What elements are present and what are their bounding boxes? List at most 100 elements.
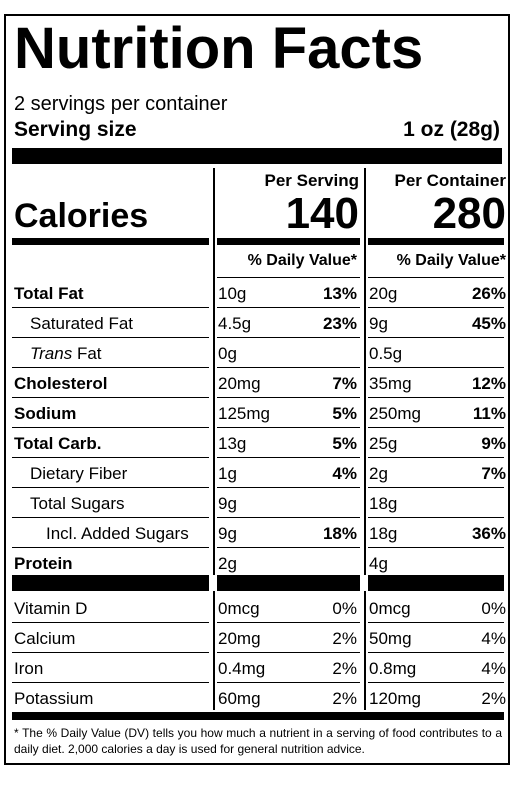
dv-divider-wrap bbox=[12, 277, 504, 278]
serving-size-label: Serving size bbox=[14, 118, 137, 141]
serving-amount: 0.4mg bbox=[218, 659, 266, 678]
serving-daily-value: 4% bbox=[332, 464, 357, 483]
servings-per-container: 2 servings per container bbox=[14, 93, 228, 115]
row-divider bbox=[368, 367, 504, 368]
row-divider bbox=[12, 457, 209, 458]
table-row: Saturated Fat 4.5g 23% 9g 45% bbox=[6, 308, 508, 338]
table-row: Potassium 60mg 2% 120mg 2% bbox=[6, 683, 508, 713]
serving-daily-value: 18% bbox=[322, 524, 357, 543]
footnote-bar bbox=[12, 712, 504, 720]
per-container-header: Per Container bbox=[394, 171, 506, 190]
table-row: Protein 2g 4g bbox=[6, 548, 508, 578]
dv-header-container: % Daily Value* bbox=[396, 252, 506, 269]
row-divider bbox=[217, 487, 360, 488]
row-divider bbox=[12, 547, 209, 548]
container-amount: 18g bbox=[369, 494, 398, 513]
serving-amount: 60mg bbox=[218, 689, 261, 708]
table-row: Calcium 20mg 2% 50mg 4% bbox=[6, 623, 508, 653]
calories-per-serving: 140 bbox=[285, 189, 359, 238]
serving-daily-value: 5% bbox=[332, 404, 357, 423]
nutrition-label: Nutrition Facts 2 servings per container… bbox=[4, 14, 510, 765]
row-divider bbox=[12, 337, 209, 338]
serving-amount: 10g bbox=[218, 284, 247, 303]
serving-amount: 9g bbox=[218, 524, 237, 543]
row-divider bbox=[12, 652, 209, 653]
row-divider bbox=[217, 652, 360, 653]
container-daily-value: 4% bbox=[481, 659, 506, 678]
container-daily-value: 2% bbox=[481, 689, 506, 708]
table-row: Vitamin D 0mcg 0% 0mcg 0% bbox=[6, 593, 508, 623]
nutrient-name: Vitamin D bbox=[14, 599, 88, 618]
nutrient-name: Total Fat bbox=[14, 284, 84, 303]
dv-divider-right bbox=[368, 277, 504, 278]
nutrient-name: Saturated Fat bbox=[30, 314, 134, 333]
dv-divider-mid bbox=[217, 277, 360, 278]
row-divider bbox=[217, 622, 360, 623]
protein-bar-left bbox=[12, 575, 209, 591]
label-title: Nutrition Facts bbox=[14, 16, 424, 81]
table-row: Cholesterol 20mg 7% 35mg 12% bbox=[6, 368, 508, 398]
container-amount: 25g bbox=[369, 434, 398, 453]
calories-bar-left bbox=[12, 238, 209, 245]
container-amount: 120mg bbox=[369, 689, 421, 708]
calories-label: Calories bbox=[14, 197, 149, 235]
nutrient-name: Total Sugars bbox=[30, 494, 125, 513]
container-daily-value: 0% bbox=[481, 599, 506, 618]
nutrient-name: Trans Fat bbox=[30, 345, 102, 362]
dv-header-serving: % Daily Value* bbox=[247, 252, 357, 269]
row-divider bbox=[368, 337, 504, 338]
serving-amount: 20mg bbox=[218, 374, 261, 393]
row-divider bbox=[12, 517, 209, 518]
row-divider bbox=[12, 307, 209, 308]
container-amount: 250mg bbox=[369, 404, 421, 423]
container-daily-value: 12% bbox=[471, 374, 506, 393]
serving-daily-value: 2% bbox=[332, 689, 357, 708]
row-divider bbox=[217, 682, 360, 683]
table-row: Dietary Fiber 1g 4% 2g 7% bbox=[6, 458, 508, 488]
serving-daily-value: 7% bbox=[332, 374, 357, 393]
vitamin-divider-right bbox=[364, 591, 366, 710]
serving-amount: 20mg bbox=[218, 629, 261, 648]
thick-divider bbox=[12, 148, 502, 164]
container-amount: 35mg bbox=[369, 374, 412, 393]
container-daily-value: 9% bbox=[481, 434, 506, 453]
nutrient-name: Calcium bbox=[14, 629, 76, 648]
serving-daily-value: 5% bbox=[332, 434, 357, 453]
row-divider bbox=[368, 622, 504, 623]
nutrient-name-text: Fat bbox=[76, 344, 102, 363]
serving-amount: 0mcg bbox=[218, 599, 260, 618]
vitamin-divider-left bbox=[213, 591, 215, 710]
container-amount: 18g bbox=[369, 524, 398, 543]
calories-per-container: 280 bbox=[432, 189, 506, 238]
container-amount: 0.8mg bbox=[369, 659, 417, 678]
serving-amount: 13g bbox=[218, 434, 247, 453]
table-row: Sodium 125mg 5% 250mg 11% bbox=[6, 398, 508, 428]
nutrient-name: Iron bbox=[14, 659, 44, 678]
row-divider bbox=[368, 397, 504, 398]
nutrient-name: Cholesterol bbox=[14, 374, 108, 393]
container-amount: 2g bbox=[369, 464, 388, 483]
serving-daily-value: 23% bbox=[322, 314, 357, 333]
row-divider bbox=[368, 652, 504, 653]
row-divider bbox=[368, 682, 504, 683]
row-divider bbox=[12, 682, 209, 683]
table-row: Total Carb. 13g 5% 25g 9% bbox=[6, 428, 508, 458]
table-row: Incl. Added Sugars 9g 18% 18g 36% bbox=[6, 518, 508, 548]
serving-amount: 2g bbox=[218, 554, 237, 573]
container-amount: 0.5g bbox=[369, 344, 403, 363]
serving-daily-value: 13% bbox=[322, 284, 357, 303]
row-divider bbox=[12, 487, 209, 488]
row-divider bbox=[217, 517, 360, 518]
serving-amount: 4.5g bbox=[218, 314, 252, 333]
per-serving-header: Per Serving bbox=[264, 171, 360, 190]
container-daily-value: 36% bbox=[471, 524, 506, 543]
row-divider bbox=[368, 427, 504, 428]
nutrient-name: Dietary Fiber bbox=[30, 464, 128, 483]
column-divider-right bbox=[364, 168, 366, 575]
container-amount: 4g bbox=[369, 554, 388, 573]
container-daily-value: 26% bbox=[471, 284, 506, 303]
row-divider bbox=[368, 487, 504, 488]
serving-amount: 1g bbox=[218, 464, 237, 483]
nutrient-name-prefix: Trans bbox=[30, 344, 73, 363]
row-divider bbox=[368, 457, 504, 458]
